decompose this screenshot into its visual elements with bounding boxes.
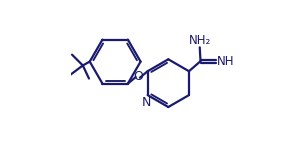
Text: N: N — [142, 96, 151, 109]
Text: O: O — [133, 70, 143, 83]
Text: NH: NH — [217, 55, 234, 68]
Text: NH₂: NH₂ — [189, 34, 211, 47]
